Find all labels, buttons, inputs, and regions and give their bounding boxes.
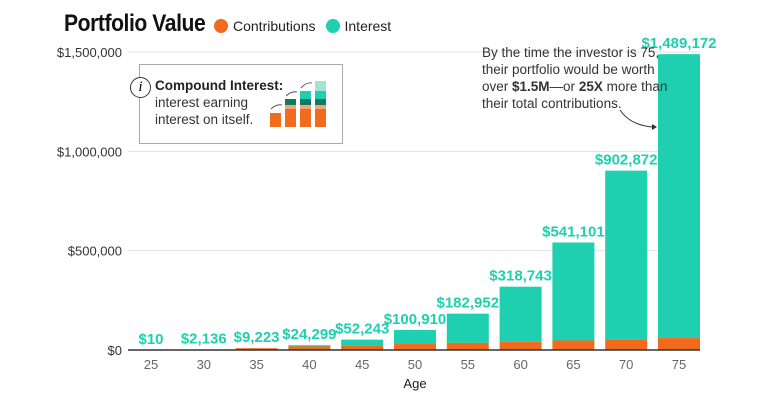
x-tick-label: 55	[461, 357, 475, 372]
data-label: $100,910	[384, 311, 447, 328]
annotation-pre: over	[482, 79, 513, 94]
data-label: $902,872	[595, 152, 658, 169]
x-axis-title: Age	[403, 376, 426, 391]
bar-contributions	[235, 348, 278, 350]
y-tick-label: $0	[108, 343, 122, 358]
data-label: $10	[138, 331, 163, 348]
bar-contributions	[446, 342, 489, 350]
bar-contributions	[605, 339, 648, 350]
bar-interest	[658, 54, 700, 339]
bar-contributions	[288, 346, 331, 350]
annotation-text: By the time the investor is 75, their po…	[482, 44, 682, 112]
data-label: $541,101	[542, 224, 605, 241]
x-tick-label: 25	[144, 357, 158, 372]
annotation-bold-value: $1.5M	[512, 79, 550, 94]
y-tick-label: $1,500,000	[57, 45, 122, 60]
bar-contributions	[394, 344, 436, 350]
info-heading: Compound Interest:	[155, 78, 284, 93]
data-label: $182,952	[437, 295, 500, 312]
annotation-post: more than	[602, 79, 668, 94]
annotation-line-4: their total contributions.	[482, 96, 622, 111]
x-tick-label: 65	[566, 357, 580, 372]
bar-interest	[552, 242, 595, 341]
annotation-arrow	[619, 109, 653, 128]
info-icon: i	[130, 77, 151, 98]
bar-interest	[446, 313, 489, 343]
bar-interest	[288, 345, 331, 347]
bar-interest	[499, 286, 542, 342]
bar-contributions	[499, 341, 542, 350]
x-tick-label: 75	[672, 357, 686, 372]
legend-swatch-contributions	[214, 19, 228, 33]
x-tick-label: 70	[619, 357, 633, 372]
data-label: $1,489,172	[641, 35, 716, 52]
info-box: i Compound Interest: interest earning in…	[130, 64, 343, 144]
bar-contributions	[341, 345, 384, 350]
annotation-arrowhead	[652, 124, 657, 130]
annotation-mid: —or	[549, 79, 579, 94]
annotation-bold-multiple: 25X	[578, 79, 603, 94]
annotation-line-1: By the time the investor is 75,	[482, 45, 660, 60]
data-label: $318,743	[489, 268, 552, 285]
info-line-2: interest on itself.	[155, 112, 254, 127]
legend-label-interest: Interest	[344, 18, 392, 34]
x-tick-label: 30	[197, 357, 211, 372]
bar-contributions	[658, 338, 700, 350]
chart-title: Portfolio Value	[64, 10, 206, 37]
legend: Contributions Interest	[214, 18, 401, 34]
x-tick-label: 50	[408, 357, 422, 372]
bar-interest	[341, 339, 384, 346]
compound-interest-illustration	[270, 81, 326, 127]
info-line-1: interest earning	[155, 95, 249, 110]
data-label: $9,223	[234, 329, 280, 346]
bar-interest	[605, 170, 648, 340]
bar-interest	[394, 329, 436, 345]
y-tick-label: $1,000,000	[57, 144, 122, 159]
data-label: $52,243	[335, 321, 389, 338]
data-label: $2,136	[181, 331, 227, 348]
bar-contributions	[552, 340, 595, 350]
data-label: $24,299	[282, 326, 336, 343]
legend-label-contributions: Contributions	[233, 18, 316, 34]
x-tick-label: 60	[513, 357, 527, 372]
x-tick-label: 45	[355, 357, 369, 372]
x-tick-label: 40	[302, 357, 316, 372]
y-tick-label: $500,000	[68, 244, 122, 259]
x-tick-label: 35	[249, 357, 263, 372]
legend-swatch-interest	[325, 19, 340, 33]
annotation-line-2: their portfolio would be worth	[482, 62, 655, 77]
